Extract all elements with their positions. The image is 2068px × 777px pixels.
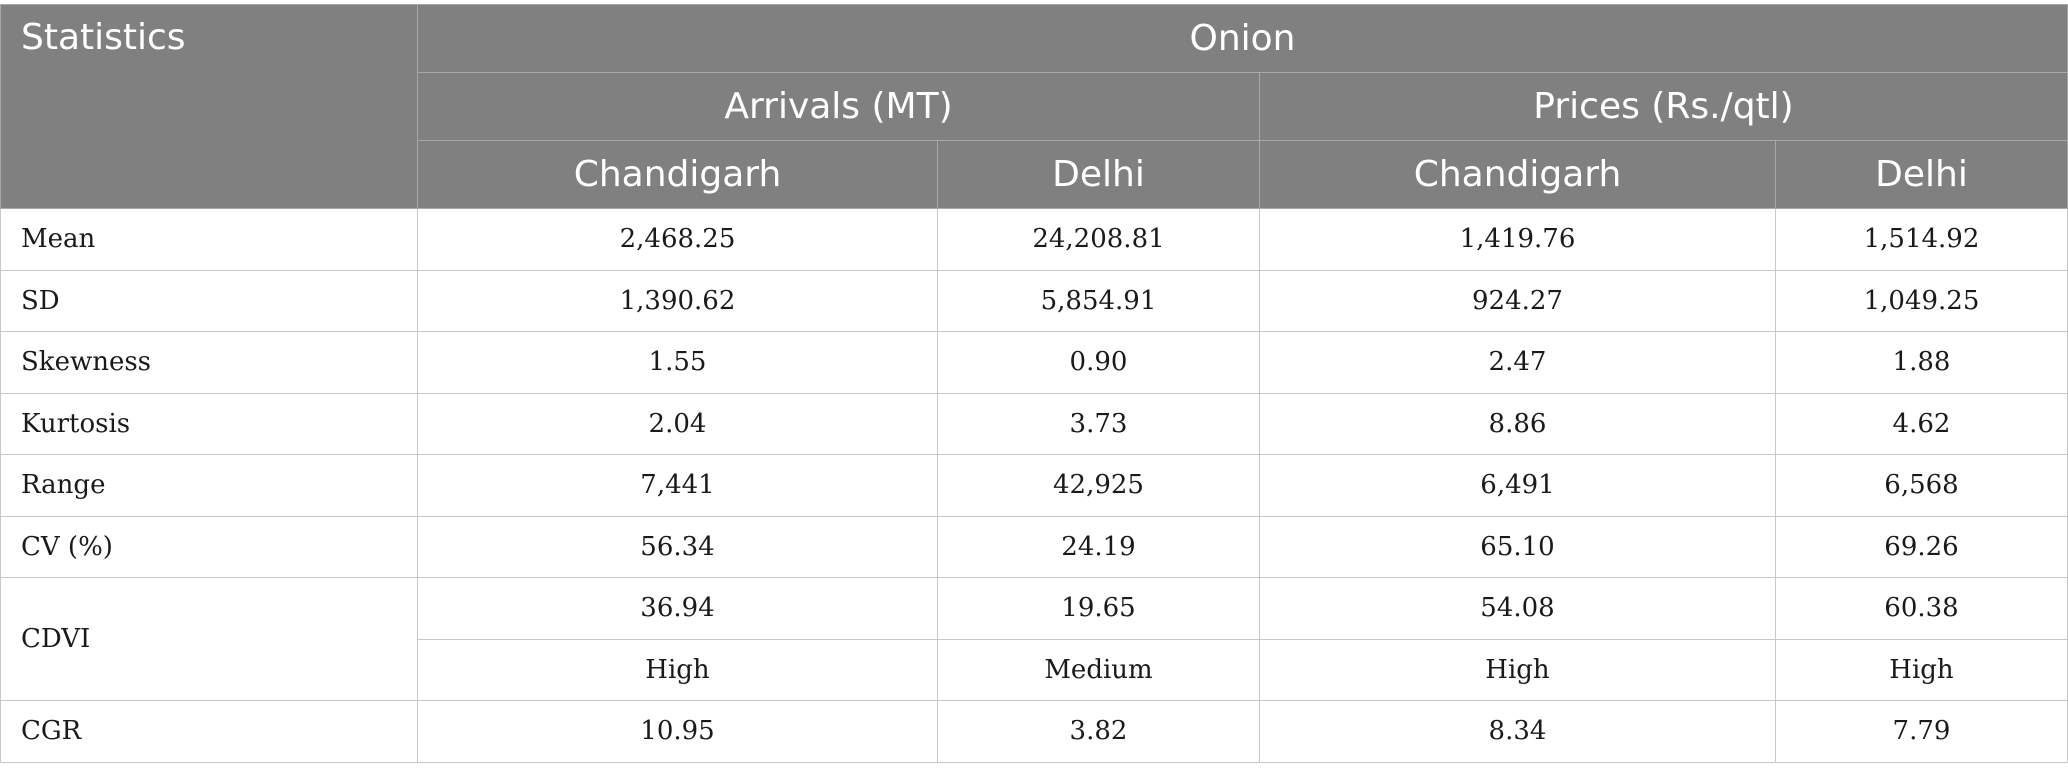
row-label: CDVI [0,577,418,701]
arrivals-subgroup-header: Arrivals (MT) [417,72,1260,141]
table-cell: 924.27 [1259,269,1776,332]
table-header: Statistics Onion Arrivals (MT) Prices (R… [0,4,2068,209]
table-cell: 4.62 [1775,392,2068,455]
cdvi-class-cell: Medium [937,638,1260,701]
table-cell: 69.26 [1775,515,2068,578]
table-cell: 2.04 [417,392,938,455]
table-row: Mean 2,468.25 24,208.81 1,419.76 1,514.9… [0,208,2068,271]
table-cell: 36.94 [417,577,938,640]
row-label: CV (%) [0,515,418,578]
header-row-subgroups: Arrivals (MT) Prices (Rs./qtl) [1,72,2068,141]
table-cell: 1,514.92 [1775,208,2068,271]
statistics-column-header: Statistics [0,4,418,209]
table-cell: 0.90 [937,331,1260,394]
table-row: Kurtosis 2.04 3.73 8.86 4.62 [0,392,2068,455]
cdvi-class-cell: High [417,638,938,701]
table-cell: 5,854.91 [937,269,1260,332]
table-cell: 24.19 [937,515,1260,578]
header-row-group: Statistics Onion [0,4,2068,209]
table-cell: 8.34 [1259,700,1776,763]
table-row: Range 7,441 42,925 6,491 6,568 [0,454,2068,517]
cdvi-class-cell: High [1775,638,2068,701]
table-row: CGR 10.95 3.82 8.34 7.79 [0,700,2068,763]
table-row: High Medium High High [1,638,2068,701]
table-cell: 10.95 [417,700,938,763]
table-cell: 60.38 [1775,577,2068,640]
table-cell: 6,491 [1259,454,1776,517]
prices-subgroup-header: Prices (Rs./qtl) [1259,72,2068,141]
onion-group-header: Onion [417,4,2068,73]
table-cell: 2.47 [1259,331,1776,394]
table-cell: 1,049.25 [1775,269,2068,332]
prices-chandigarh-header: Chandigarh [1259,140,1776,209]
table-cell: 6,568 [1775,454,2068,517]
cdvi-class-cell: High [1259,638,1776,701]
table-cell: 2,468.25 [417,208,938,271]
arrivals-chandigarh-header: Chandigarh [417,140,938,209]
table-cell: 7,441 [417,454,938,517]
table-row: CDVI 36.94 19.65 54.08 60.38 [0,577,2068,701]
row-label: Skewness [0,331,418,394]
row-label: Mean [0,208,418,271]
table-cell: 1.88 [1775,331,2068,394]
header-row-markets: Chandigarh Delhi Chandigarh Delhi [1,140,2068,209]
table-cell: 1.55 [417,331,938,394]
table-row: Skewness 1.55 0.90 2.47 1.88 [0,331,2068,394]
table-cell: 1,390.62 [417,269,938,332]
table-cell: 54.08 [1259,577,1776,640]
table-cell: 1,419.76 [1259,208,1776,271]
table-cell: 7.79 [1775,700,2068,763]
table-row: CV (%) 56.34 24.19 65.10 69.26 [0,515,2068,578]
row-label: SD [0,269,418,332]
prices-delhi-header: Delhi [1775,140,2068,209]
table-cell: 65.10 [1259,515,1776,578]
row-label: Range [0,454,418,517]
row-label: Kurtosis [0,392,418,455]
table-body: Mean 2,468.25 24,208.81 1,419.76 1,514.9… [0,208,2068,763]
table-cell: 42,925 [937,454,1260,517]
table-cell: 24,208.81 [937,208,1260,271]
statistics-table: Statistics Onion Arrivals (MT) Prices (R… [0,4,2068,763]
arrivals-delhi-header: Delhi [937,140,1260,209]
table-cell: 56.34 [417,515,938,578]
table-cell: 3.82 [937,700,1260,763]
table-cell: 3.73 [937,392,1260,455]
table-cell: 19.65 [937,577,1260,640]
table-cell: 8.86 [1259,392,1776,455]
table-row: SD 1,390.62 5,854.91 924.27 1,049.25 [0,269,2068,332]
row-label: CGR [0,700,418,763]
